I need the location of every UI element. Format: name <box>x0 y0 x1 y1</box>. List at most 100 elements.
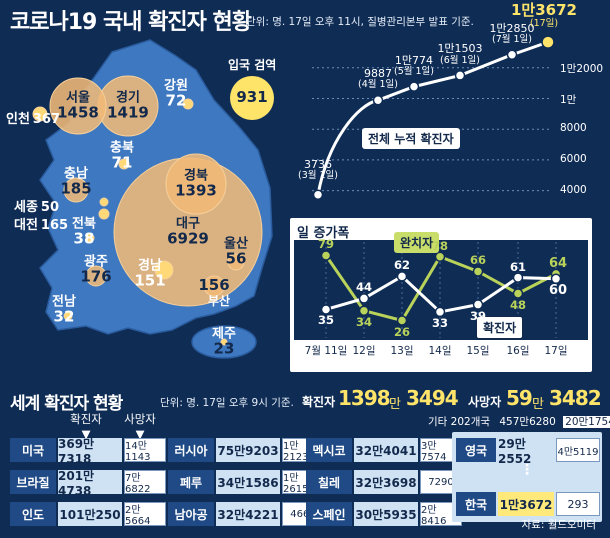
daily-point-label: 78 <box>431 238 449 253</box>
cumulative-line-chart <box>312 35 555 200</box>
bubble-광주 <box>85 265 107 287</box>
country-deaths: 4만5119 <box>556 438 600 462</box>
region-label-제주: 제주 23 <box>212 327 236 356</box>
daily-point-label: 35 <box>317 313 335 328</box>
bubble-서울 <box>49 77 107 135</box>
country-name: 러시아 <box>168 438 214 462</box>
cum-point-label: 3736 (3월 1일) <box>297 158 339 182</box>
daily-point-label: 60 <box>548 282 568 298</box>
region-label-경기: 경기 1419 <box>107 91 149 120</box>
region-value: 71 <box>111 152 133 171</box>
daily-x-tick: 15일 <box>466 345 490 357</box>
cum-point-label: 1만1503 (6월 1일) <box>437 43 482 66</box>
bubble-경북 <box>165 153 227 215</box>
confirmed-legend: 확진자 <box>476 316 524 339</box>
cum-point-value: 1만3672 <box>511 1 577 20</box>
region-value: 156 <box>198 276 230 295</box>
daily-chart-title: 일 증가폭 <box>297 226 350 241</box>
daily-point <box>320 250 332 261</box>
country-name: 한국 <box>456 492 496 516</box>
country-name: 브라질 <box>10 470 56 494</box>
unit-note: 단위: 명. 17일 오후 11시, 질병관리본부 발표 기준. <box>246 16 474 28</box>
region-value: 1458 <box>57 102 99 121</box>
daily-x-tick: 17일 <box>544 345 568 357</box>
country-confirmed: 1만3672 <box>498 492 554 516</box>
region-name: 인천 <box>6 112 30 127</box>
bubble-전북 <box>85 233 95 243</box>
region-name: 세종 <box>14 200 38 215</box>
cum-y-tick: 8000 <box>560 122 587 135</box>
cum-y-tick: 1만2000 <box>560 62 604 75</box>
daily-point <box>512 288 524 299</box>
region-value: 165 <box>40 218 69 233</box>
region-label-경북: 경북 1393 <box>175 169 217 198</box>
airport-check-value: 931 <box>236 88 268 107</box>
bubble-충북 <box>118 158 130 170</box>
daily-point <box>434 306 446 318</box>
region-value: 56 <box>225 248 247 267</box>
region-value: 185 <box>60 178 92 197</box>
region-label-서울: 서울 1458 <box>57 91 99 120</box>
cum-point <box>506 49 518 60</box>
region-label-경남: 경남 151 <box>134 259 165 288</box>
daily-point-label: 33 <box>431 315 449 330</box>
region-value: 1393 <box>175 180 217 199</box>
region-name-busan: 부산 <box>208 294 231 308</box>
region-value: 367 <box>32 112 61 127</box>
total-confirmed-man: 만 <box>389 397 401 412</box>
daily-point <box>396 271 408 282</box>
daily-point <box>358 293 370 304</box>
bubble-충남 <box>63 177 89 203</box>
region-name: 강원 <box>164 78 188 94</box>
country-name: 페루 <box>168 470 214 494</box>
daily-point <box>550 273 562 285</box>
cum-y-tick: 6000 <box>560 152 587 165</box>
country-name: 스페인 <box>306 502 352 526</box>
daily-x-tick: 13일 <box>390 345 414 357</box>
country-confirmed: 32만4041 <box>354 438 418 462</box>
region-label-세종: 세종 50 <box>14 196 59 215</box>
cum-point-date: (3월 1일) <box>297 169 339 181</box>
cum-point-label: 1만2850 (7월 1일) <box>489 22 534 46</box>
total-confirmed-label: 확진자 <box>302 395 336 409</box>
daily-point <box>358 305 370 316</box>
country-confirmed: 29만2552 <box>498 436 532 466</box>
bubble-강원 <box>182 98 194 110</box>
region-label-부산: 부산156 <box>198 276 230 295</box>
region-name: 전북 <box>72 216 96 232</box>
bubble-세종 <box>99 197 109 207</box>
region-label-충남: 충남 185 <box>60 167 91 196</box>
header-deaths: 사망자 ▼ <box>124 412 156 441</box>
country-confirmed: 34만1586 <box>216 470 280 494</box>
cum-point <box>408 81 420 92</box>
cum-point-date: (5월 1일) <box>393 65 435 77</box>
country-confirmed: 32만4221 <box>216 502 280 526</box>
cum-point-label: 9887 (4월 1일) <box>358 68 398 91</box>
cum-point-date: (6월 1일) <box>439 54 480 66</box>
bubble-전남 <box>63 311 73 321</box>
daily-x-tick: 7월 11일 <box>304 345 348 357</box>
region-name: 경기 <box>116 90 140 106</box>
others-confirmed: 457만6280 <box>499 416 556 428</box>
country-confirmed: 201만4738 <box>58 469 122 498</box>
region-value: 50 <box>40 200 60 215</box>
world-title: 세계 확진자 현황 <box>10 394 123 414</box>
bubble-경남 <box>154 260 174 280</box>
daily-point-label: 26 <box>393 324 411 339</box>
region-label-대전: 대전 165 <box>14 214 68 233</box>
bubble-울산 <box>227 253 245 271</box>
total-deaths-a: 59 <box>506 386 533 410</box>
region-label-전남: 전남 32 <box>52 295 76 324</box>
country-confirmed: 369만7318 <box>58 437 122 466</box>
daily-point <box>472 266 484 277</box>
country-name: 미국 <box>10 438 56 462</box>
region-name: 서울 <box>66 90 90 106</box>
cum-point-label: 1만3672 (17일) <box>511 2 577 29</box>
region-name: 대구 <box>176 216 200 232</box>
region-value: 151 <box>134 270 166 289</box>
region-label-대구: 대구 6929 <box>167 217 209 246</box>
bubble-대전 <box>98 208 110 220</box>
country-name: 멕시코 <box>306 438 352 462</box>
cum-point <box>454 70 466 81</box>
